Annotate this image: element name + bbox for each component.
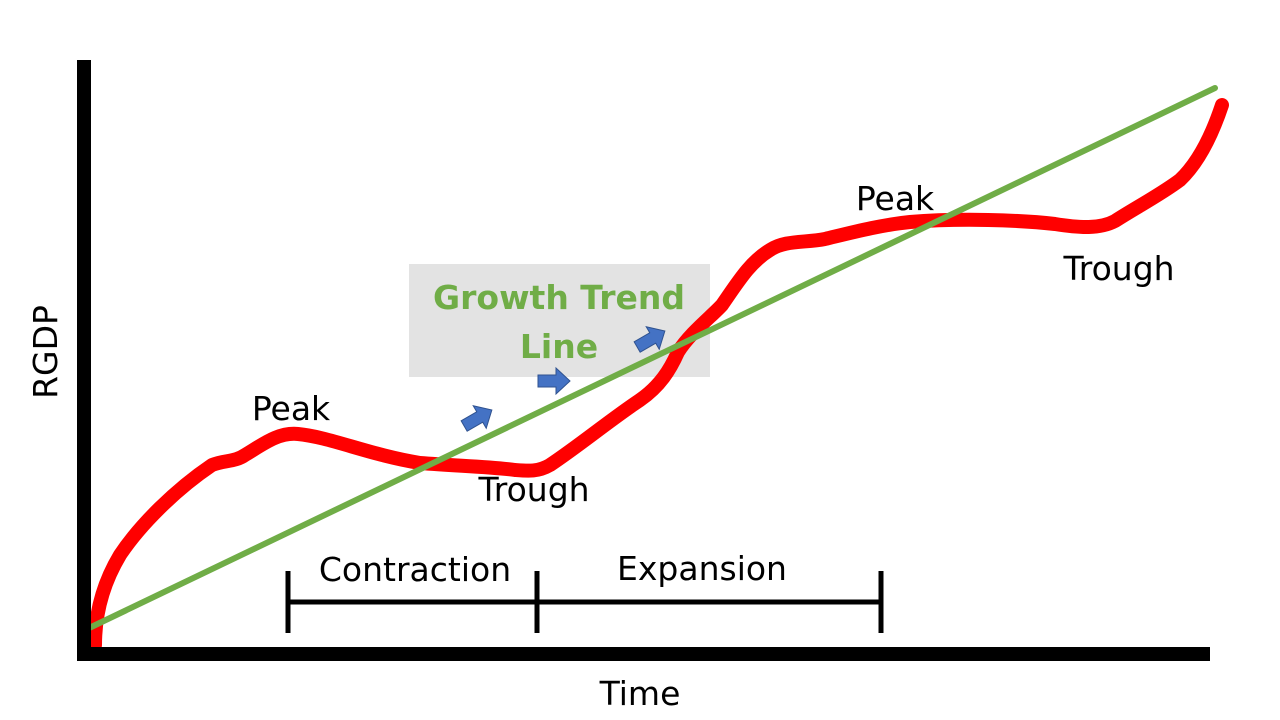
right-arrow-icon [537,366,571,396]
trend-label-line1: Growth Trend [433,278,685,317]
y-axis-label: RGDP [26,305,65,399]
right-arrow-icon [460,404,493,432]
business-cycle-curve [88,98,1229,652]
phase-bracket [285,571,884,633]
trend-label-box [409,264,710,377]
peak-label-1: Peak [252,389,331,428]
growth-trend-line [82,85,1218,633]
trough-label-2: Trough [1062,249,1174,288]
contraction-label: Contraction [319,550,511,589]
right-arrow-icon [633,325,666,353]
trough-label-1: Trough [477,470,589,509]
peak-label-2: Peak [856,179,935,218]
trend-label-line2: Line [520,327,598,366]
expansion-label: Expansion [617,549,787,588]
x-axis-label: Time [599,674,681,713]
